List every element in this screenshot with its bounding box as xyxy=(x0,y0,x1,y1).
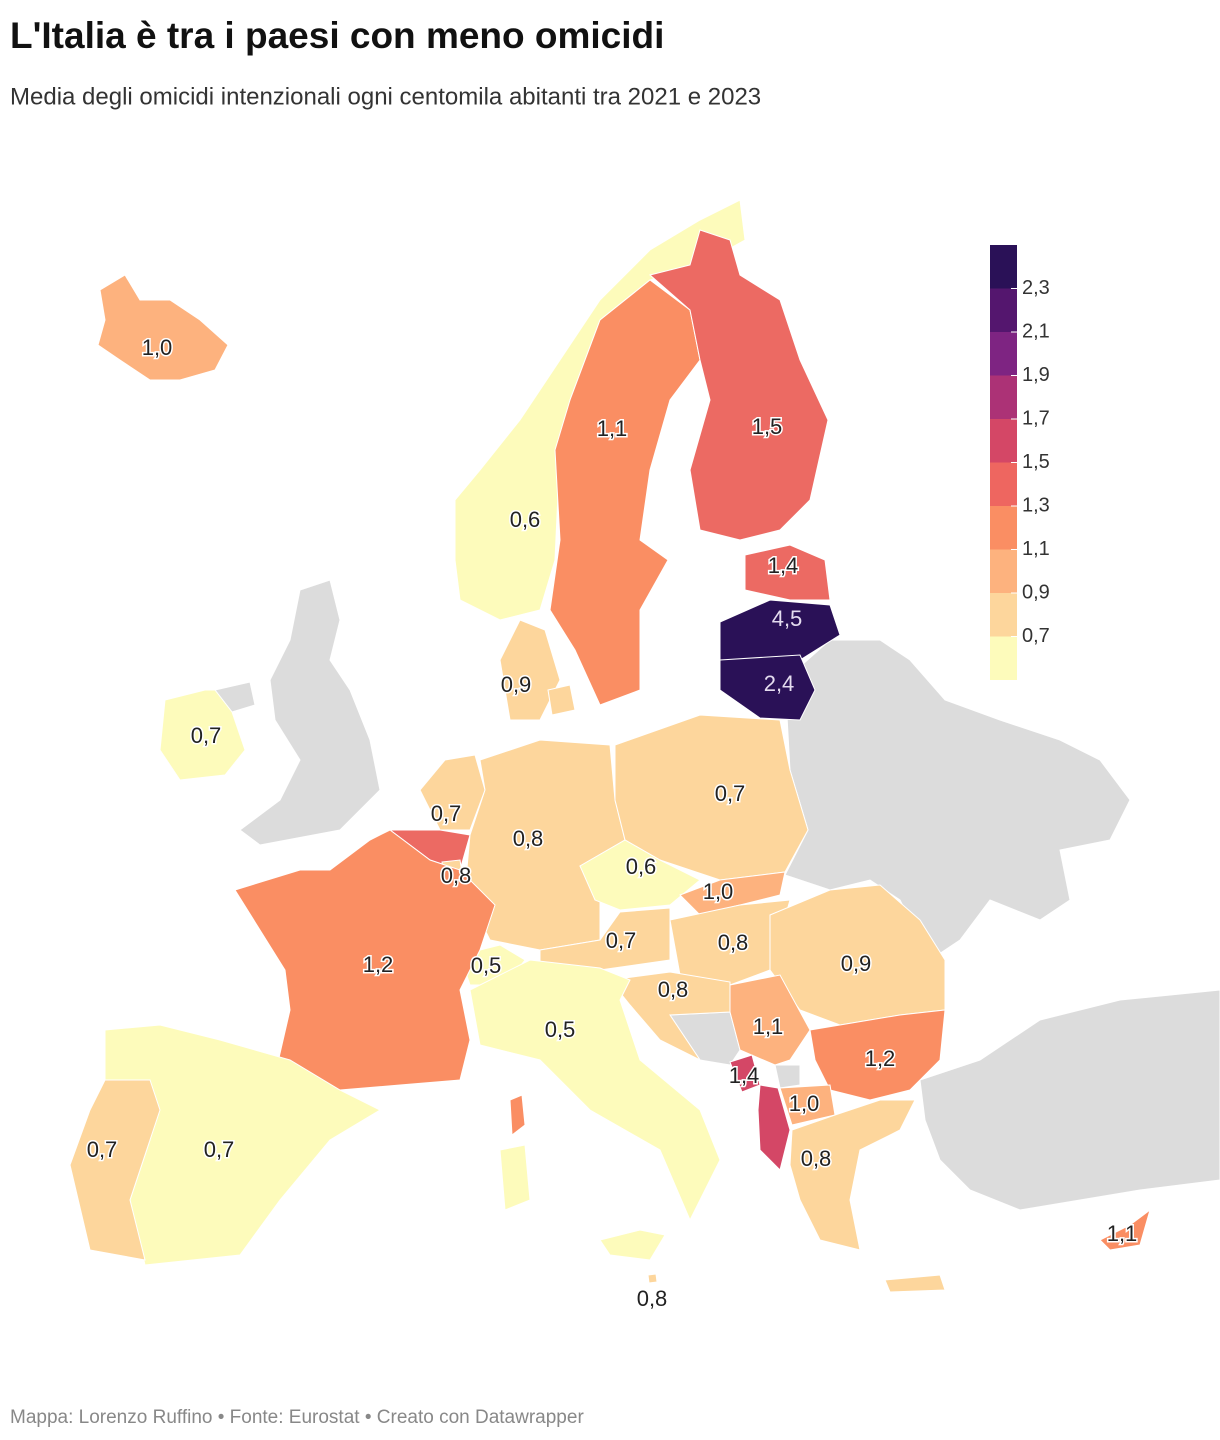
country xyxy=(464,739,626,951)
value-label: 0,5 xyxy=(545,1017,576,1042)
country xyxy=(469,959,721,1222)
country xyxy=(547,684,576,716)
country xyxy=(499,619,561,721)
legend-swatch xyxy=(990,462,1017,506)
legend-tick-label: 2,1 xyxy=(1022,320,1050,342)
country xyxy=(648,229,829,541)
value-label: 0,8 xyxy=(658,977,689,1002)
value-label: 0,7 xyxy=(431,801,462,826)
value-label: 1,0 xyxy=(142,335,173,360)
legend-swatch xyxy=(990,506,1017,550)
legend-tick-label: 0,9 xyxy=(1022,581,1050,603)
value-label: 0,6 xyxy=(626,854,657,879)
country xyxy=(159,689,246,781)
value-label: 0,9 xyxy=(841,951,872,976)
legend-swatch xyxy=(990,419,1017,463)
value-label: 1,0 xyxy=(703,879,734,904)
value-label: 0,7 xyxy=(87,1137,118,1162)
value-label: 0,7 xyxy=(715,781,746,806)
country xyxy=(719,654,816,721)
country xyxy=(1099,1208,1151,1251)
country xyxy=(729,974,811,1066)
legend-swatch xyxy=(990,375,1017,419)
legend-tick-label: 0,7 xyxy=(1022,625,1050,647)
value-label: 1,1 xyxy=(597,416,628,441)
value-label: 0,7 xyxy=(606,928,637,953)
value-label: 0,7 xyxy=(204,1137,235,1162)
country xyxy=(647,1273,658,1284)
legend-swatch xyxy=(990,593,1017,637)
value-label: 0,8 xyxy=(441,863,472,888)
legend-tick-label: 1,1 xyxy=(1022,538,1050,560)
legend-tick-label: 1,3 xyxy=(1022,494,1050,516)
legend-tick-label: 1,5 xyxy=(1022,451,1050,473)
value-label: 4,5 xyxy=(772,606,803,631)
legend-swatch xyxy=(990,332,1017,376)
turkey xyxy=(919,989,1220,1211)
value-label: 0,8 xyxy=(718,930,749,955)
country xyxy=(609,971,731,1062)
value-label: 0,6 xyxy=(510,507,541,532)
value-label: 1,2 xyxy=(865,1046,896,1071)
legend-tick-label: 1,9 xyxy=(1022,364,1050,386)
value-label: 1,2 xyxy=(363,952,394,977)
value-label: 1,4 xyxy=(729,1063,760,1088)
legend-swatch xyxy=(990,288,1017,332)
country xyxy=(579,839,701,911)
subtitle: Media degli omicidi intenzionali ogni ce… xyxy=(10,83,761,110)
source: Mappa: Lorenzo Ruffino • Fonte: Eurostat… xyxy=(10,1407,584,1428)
country xyxy=(757,1084,791,1171)
value-label: 1,1 xyxy=(1107,1221,1138,1246)
country xyxy=(509,1094,526,1136)
value-label: 0,8 xyxy=(801,1146,832,1171)
country xyxy=(499,1144,531,1211)
country xyxy=(884,1274,946,1293)
country xyxy=(599,1229,666,1261)
country xyxy=(234,829,496,1091)
country xyxy=(97,274,229,381)
value-label: 0,7 xyxy=(191,723,222,748)
no-data-countries xyxy=(214,579,1220,1211)
legend: 0,7 0,9 1,1 1,3 1,5 1,7 1,9 2,1 2,3 xyxy=(990,245,1050,680)
value-label: 1,1 xyxy=(753,1014,784,1039)
eastern-europe xyxy=(784,639,1131,961)
value-label: 1,4 xyxy=(768,553,799,578)
country xyxy=(809,1009,946,1101)
legend-swatch xyxy=(990,549,1017,593)
value-label: 0,8 xyxy=(513,826,544,851)
value-label: 1,5 xyxy=(752,414,783,439)
legend-tick-label: 1,7 xyxy=(1022,407,1050,429)
uk xyxy=(239,579,381,846)
value-label: 2,4 xyxy=(764,671,795,696)
value-label: 0,9 xyxy=(501,672,532,697)
labels: 1,0 0,6 1,1 1,5 1,4 4,5 2,4 0,7 0,9 0,7 0,8 0,8 0,7 0… xyxy=(85,333,1139,1312)
regions xyxy=(69,199,1151,1293)
value-label: 1,0 xyxy=(789,1091,820,1116)
country xyxy=(69,1079,161,1261)
legend-tick-label: 2,3 xyxy=(1022,277,1050,299)
title: L'Italia è tra i paesi con meno omicidi xyxy=(10,15,664,56)
value-label: 0,8 xyxy=(637,1286,668,1311)
country xyxy=(789,1099,916,1251)
legend-swatch xyxy=(990,245,1017,289)
legend-swatch xyxy=(990,636,1017,680)
value-label: 0,5 xyxy=(471,953,502,978)
country xyxy=(744,544,831,601)
kosovo xyxy=(774,1064,801,1089)
